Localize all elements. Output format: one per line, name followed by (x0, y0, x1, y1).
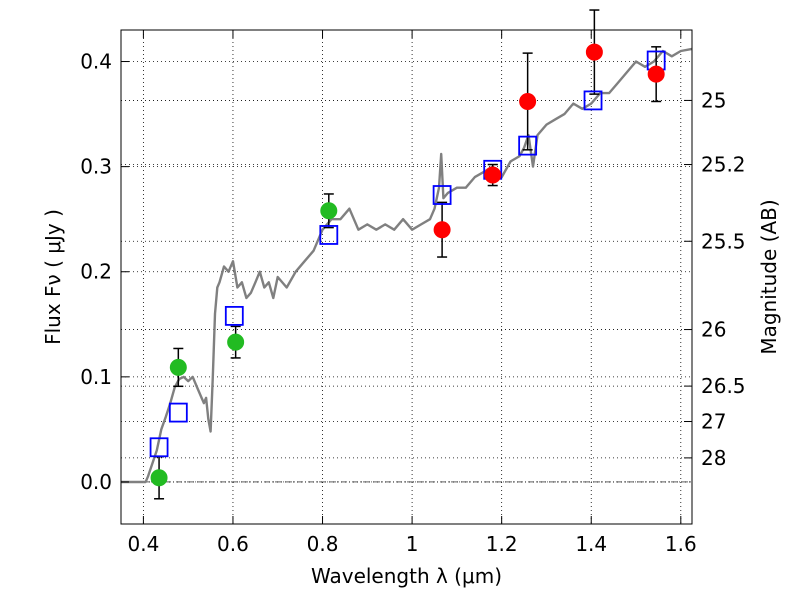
y-tick-label: 0.2 (80, 260, 112, 284)
y2-tick-label: 25.5 (701, 229, 746, 253)
x-tick-label: 0.4 (127, 532, 159, 556)
y2-tick-label: 28 (701, 446, 726, 470)
y2-tick-label: 26.5 (701, 374, 746, 398)
x-tick-label: 1.6 (665, 532, 697, 556)
y-axis-title: Flux Fν ( μJy ) (41, 209, 65, 345)
x-tick-label: 0.6 (217, 532, 249, 556)
error-bars (154, 9, 662, 500)
y-tick-label: 0.3 (80, 155, 112, 179)
model-photometry-square (583, 90, 603, 111)
model-photometry-square (319, 225, 339, 245)
nir-observation-point (519, 92, 537, 110)
nir-observation-point (484, 166, 502, 184)
x-tick-label: 1 (406, 532, 419, 556)
grid-lines (121, 30, 692, 524)
y-tick-label: 0.4 (80, 50, 112, 74)
data-markers (149, 43, 666, 487)
spectrum-line (121, 47, 693, 484)
optical-observation-point (320, 202, 338, 220)
optical-observation-point (169, 358, 187, 376)
model-spectrum (121, 47, 693, 484)
model-photometry-square (224, 305, 244, 326)
y-tick-label: 0.1 (80, 365, 112, 389)
model-photometry-square (518, 135, 538, 156)
y2-tick-label: 25 (701, 88, 726, 112)
nir-observation-point (433, 221, 451, 239)
nir-observation-point (647, 65, 665, 83)
y2-tick-label: 27 (701, 410, 726, 434)
y2-axis-title: Magnitude (AB) (757, 199, 781, 354)
model-photometry-square (168, 402, 188, 423)
y2-tick-label: 26 (701, 318, 726, 342)
x-tick-label: 1.2 (486, 532, 518, 556)
optical-observation-point (227, 333, 245, 351)
axis-ticks: 0.4 0.6 0.8 1 1.2 1.4 1.6 0.0 0.1 0.2 0.3 0.4 25 25.2… (80, 30, 746, 556)
model-photometry-square (149, 437, 169, 458)
x-tick-label: 1.4 (575, 532, 607, 556)
optical-observation-point (150, 469, 168, 487)
y-tick-label: 0.0 (80, 470, 112, 494)
model-photometry-square (432, 185, 452, 205)
nir-observation-point (585, 43, 603, 61)
y2-tick-label: 25.2 (701, 153, 746, 177)
plot-frame (120, 29, 693, 525)
x-axis-title: Wavelength λ (μm) (311, 564, 502, 588)
x-tick-label: 0.8 (307, 532, 339, 556)
